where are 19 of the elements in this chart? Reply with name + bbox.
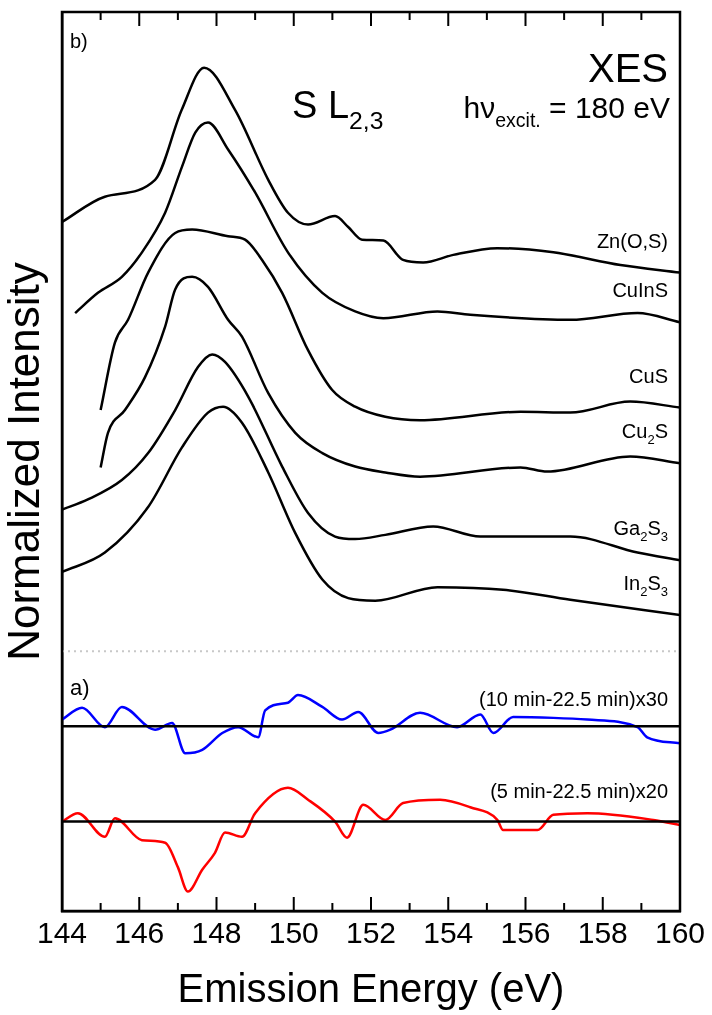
x-tick-label: 158	[577, 916, 628, 950]
x-tick-label: 150	[268, 916, 319, 950]
annotation: a)	[70, 675, 90, 700]
series-label: CuS	[629, 364, 668, 387]
series-label: (10 min-22.5 min)x30	[479, 687, 668, 710]
series-label: (5 min-22.5 min)x20	[490, 780, 668, 803]
x-tick-label: 154	[423, 916, 474, 950]
y-axis-title: Normalized Intensity	[0, 262, 48, 661]
x-tick-label: 156	[500, 916, 551, 950]
series-label: CuInS	[612, 279, 669, 302]
x-tick-label: 152	[345, 916, 397, 950]
series-label: Zn(O,S)	[596, 229, 669, 252]
x-tick-label: 160	[654, 916, 706, 950]
x-axis-title: Emission Energy (eV)	[177, 966, 565, 1011]
annotation: XES	[587, 46, 669, 90]
text: b)	[70, 30, 88, 52]
x-tick-label: 148	[191, 916, 242, 950]
x-tick-label: 146	[114, 916, 165, 950]
x-tick-label: 144	[36, 916, 88, 950]
